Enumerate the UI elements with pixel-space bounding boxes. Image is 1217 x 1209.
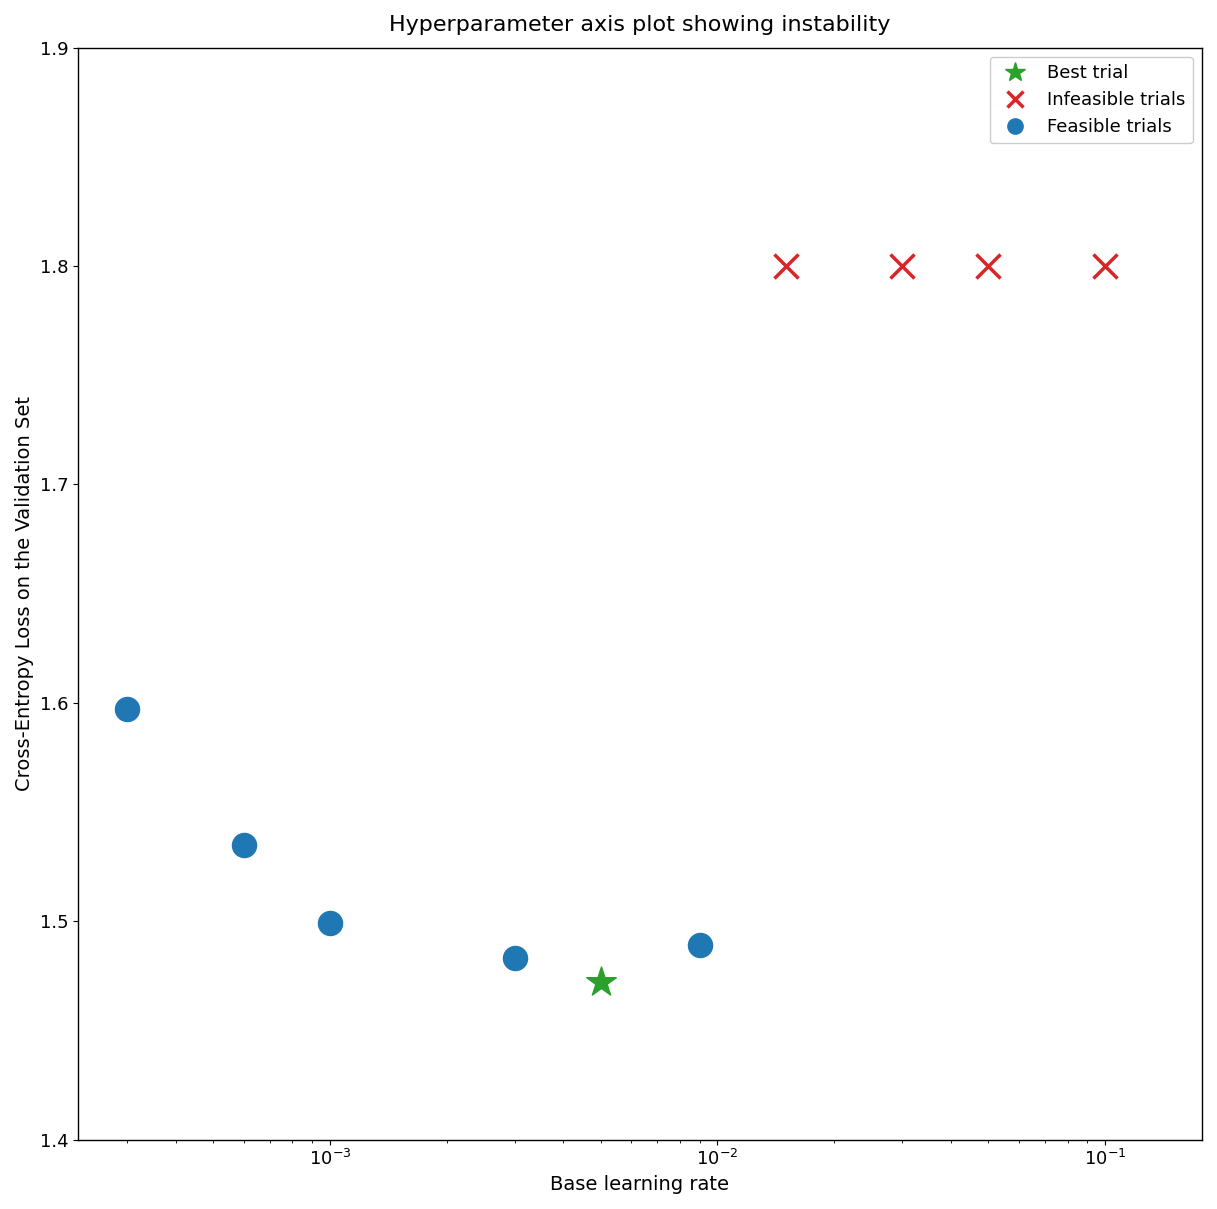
Y-axis label: Cross-Entropy Loss on the Validation Set: Cross-Entropy Loss on the Validation Set xyxy=(15,397,34,791)
Best trial xyxy=(591,973,611,993)
X-axis label: Base learning rate: Base learning rate xyxy=(550,1175,729,1194)
Infeasible trials xyxy=(893,256,913,276)
Feasible trials xyxy=(690,936,710,955)
Feasible trials xyxy=(118,700,138,719)
Infeasible trials xyxy=(776,256,796,276)
Feasible trials xyxy=(320,914,340,933)
Feasible trials xyxy=(505,949,525,968)
Legend: Best trial, Infeasible trials, Feasible trials: Best trial, Infeasible trials, Feasible … xyxy=(989,57,1193,143)
Infeasible trials xyxy=(1095,256,1115,276)
Infeasible trials xyxy=(978,256,998,276)
Feasible trials xyxy=(234,835,253,855)
Title: Hyperparameter axis plot showing instability: Hyperparameter axis plot showing instabi… xyxy=(389,15,891,35)
